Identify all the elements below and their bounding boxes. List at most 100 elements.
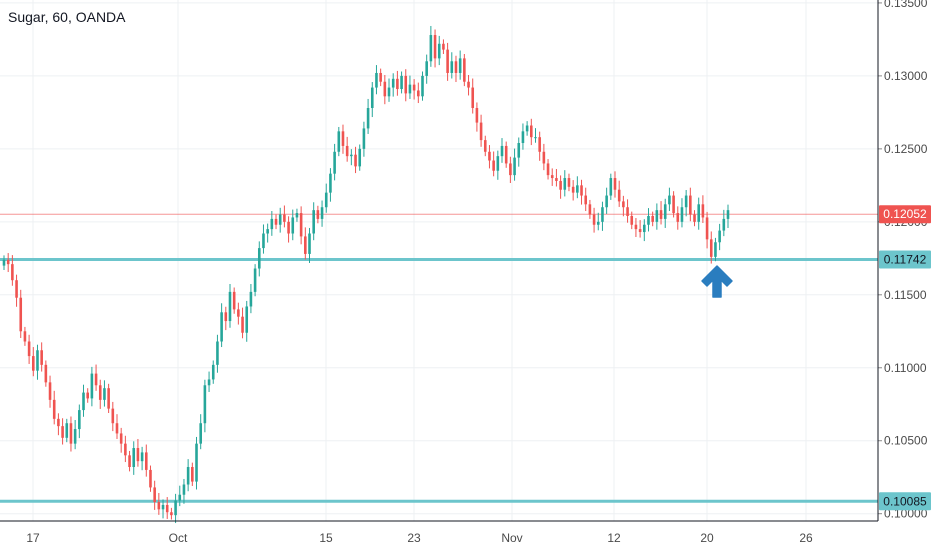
candle-body bbox=[576, 185, 579, 193]
candle bbox=[337, 126, 341, 157]
candle bbox=[65, 418, 69, 443]
candle-body bbox=[23, 331, 27, 342]
candle-body bbox=[559, 180, 562, 190]
x-tick-label: 17 bbox=[26, 531, 40, 545]
candle-body bbox=[659, 210, 663, 219]
candle-body bbox=[450, 61, 454, 73]
candle-body bbox=[701, 204, 705, 218]
candle-body bbox=[404, 75, 408, 94]
candle-body bbox=[605, 195, 608, 208]
candle bbox=[203, 379, 207, 433]
price-tag: 0.11742 bbox=[879, 250, 931, 269]
y-tick-label: 0.11000 bbox=[884, 361, 927, 375]
candle-body bbox=[437, 43, 441, 59]
candle bbox=[329, 168, 332, 202]
candle-body bbox=[634, 224, 638, 230]
candle bbox=[567, 173, 571, 192]
candle bbox=[36, 344, 39, 380]
candle bbox=[103, 380, 106, 407]
candle bbox=[475, 102, 479, 132]
candle-body bbox=[140, 452, 144, 462]
candle bbox=[216, 334, 219, 373]
candle-body bbox=[69, 423, 73, 444]
candle bbox=[354, 146, 357, 174]
candle-body bbox=[530, 125, 533, 138]
candle-body bbox=[672, 195, 675, 214]
candle-body bbox=[295, 213, 299, 218]
candle bbox=[182, 478, 186, 504]
candle bbox=[15, 274, 18, 307]
candle-body bbox=[580, 185, 583, 196]
candle-body bbox=[308, 233, 311, 254]
candle-body bbox=[534, 137, 537, 139]
candle-body bbox=[693, 214, 696, 222]
chart-title: Sugar, 60, OANDA bbox=[8, 9, 126, 25]
candle-body bbox=[412, 84, 416, 91]
candle bbox=[421, 71, 424, 101]
candle bbox=[601, 201, 604, 231]
price-tag: 0.10085 bbox=[879, 492, 931, 511]
price-tag-bg bbox=[879, 250, 931, 269]
candle bbox=[241, 307, 244, 339]
candle bbox=[663, 198, 667, 228]
candle bbox=[366, 98, 370, 134]
candle-body bbox=[463, 58, 466, 82]
y-tick-label: 0.10500 bbox=[884, 434, 928, 448]
candle-body bbox=[149, 469, 152, 488]
candle bbox=[542, 143, 546, 171]
candle-body bbox=[161, 504, 165, 510]
candle-body bbox=[27, 341, 31, 357]
candle-body bbox=[186, 467, 190, 485]
candle bbox=[592, 207, 596, 233]
candle bbox=[483, 135, 487, 157]
candle bbox=[437, 35, 441, 66]
candle bbox=[19, 289, 23, 338]
candle bbox=[680, 198, 684, 228]
candle bbox=[124, 435, 127, 463]
candle-body bbox=[44, 364, 48, 383]
candle bbox=[149, 465, 152, 492]
candle-body bbox=[726, 210, 730, 219]
candle-body bbox=[546, 163, 550, 176]
candle-body bbox=[31, 356, 35, 371]
candle-body bbox=[324, 192, 328, 208]
candle-body bbox=[82, 392, 85, 411]
candle-body bbox=[668, 195, 671, 205]
candle bbox=[659, 201, 663, 225]
candle-body bbox=[103, 388, 106, 400]
candle bbox=[270, 211, 274, 236]
up-arrow-icon bbox=[701, 265, 733, 298]
candle bbox=[249, 283, 253, 314]
candle bbox=[525, 121, 529, 136]
candle bbox=[31, 347, 35, 377]
candle-body bbox=[421, 75, 424, 97]
candle-body bbox=[718, 230, 721, 243]
candle bbox=[262, 224, 265, 254]
candle bbox=[195, 436, 198, 490]
candle bbox=[404, 69, 408, 102]
candle-body bbox=[563, 178, 567, 190]
candle bbox=[559, 175, 562, 199]
x-tick-label: 26 bbox=[799, 531, 813, 545]
candle-body bbox=[61, 426, 64, 438]
candle bbox=[555, 168, 558, 187]
candle bbox=[630, 211, 634, 230]
candle-body bbox=[19, 297, 23, 332]
candle bbox=[362, 121, 366, 157]
candle bbox=[358, 144, 362, 171]
candle bbox=[379, 68, 382, 87]
candle-body bbox=[500, 145, 504, 157]
candle-body bbox=[224, 312, 228, 322]
candle-body bbox=[124, 443, 127, 456]
candle bbox=[295, 208, 299, 222]
price-tag-label: 0.12052 bbox=[883, 207, 927, 221]
candle-body bbox=[400, 75, 403, 90]
candle-body bbox=[513, 157, 516, 176]
candle-body bbox=[379, 72, 382, 82]
candle-body bbox=[542, 151, 546, 164]
candle bbox=[324, 183, 328, 213]
candle bbox=[534, 128, 537, 143]
candle-body bbox=[429, 35, 433, 62]
candle bbox=[538, 131, 541, 161]
